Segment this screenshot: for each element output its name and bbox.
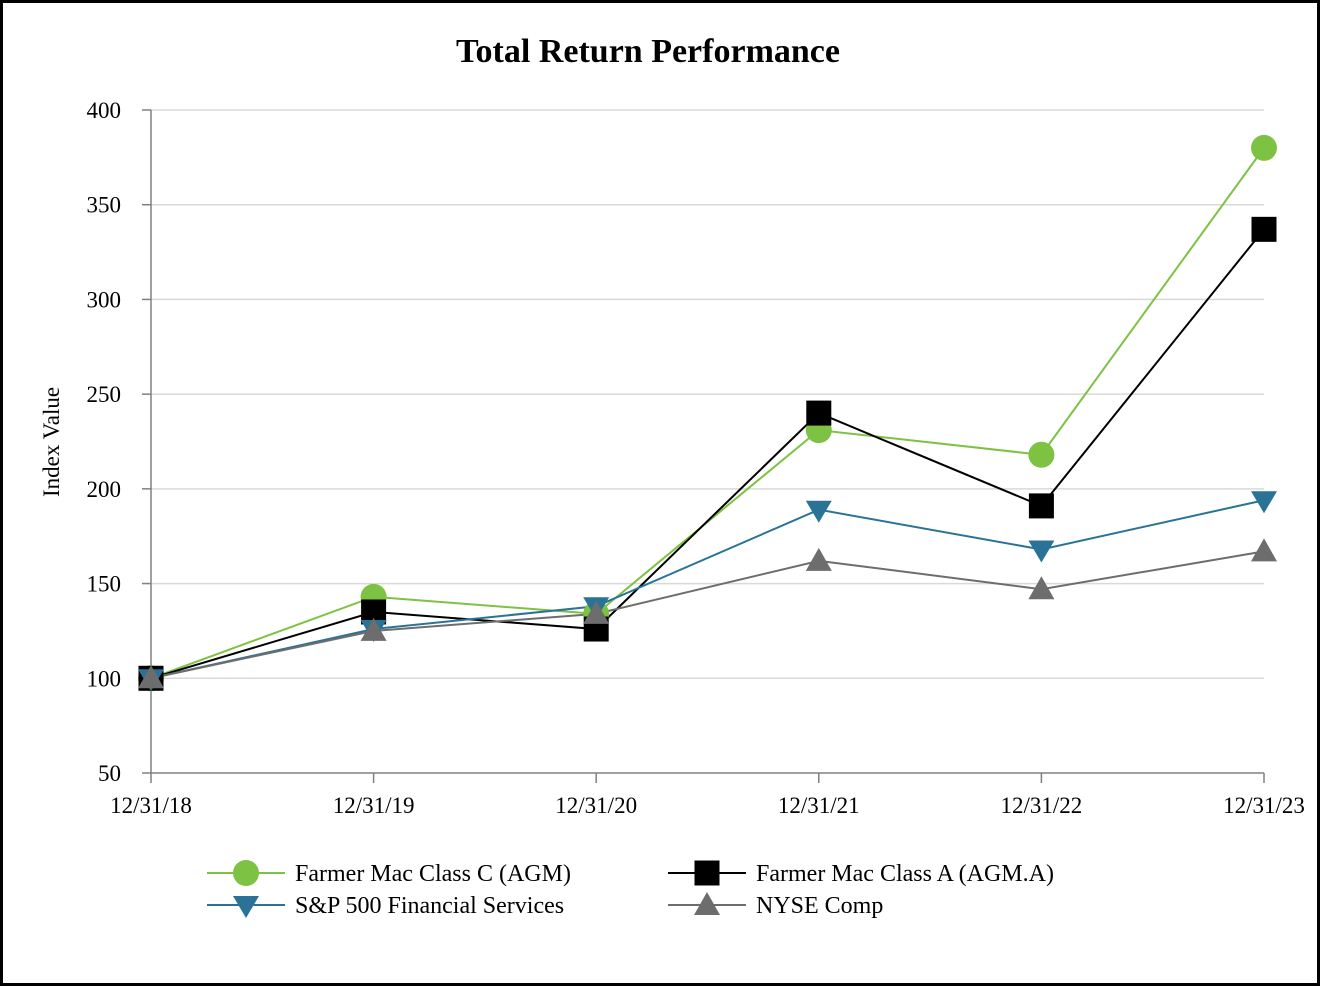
y-tick-label: 400: [87, 98, 122, 123]
x-tick-label: 12/31/21: [778, 793, 860, 818]
legend-item: NYSE Comp: [668, 892, 883, 919]
chart-title: Total Return Performance: [456, 33, 840, 70]
series-3-point: [805, 500, 832, 523]
x-tick-label: 12/31/18: [110, 793, 192, 818]
y-tick-label: 350: [87, 193, 122, 218]
y-tick-label: 50: [98, 761, 121, 786]
series-1-point: [1028, 441, 1055, 468]
series-3-point: [1028, 540, 1055, 563]
y-axis-label: Index Value: [39, 387, 64, 497]
series-4-point: [805, 547, 832, 571]
x-tick-label: 12/31/20: [555, 793, 637, 818]
legend-label: S&P 500 Financial Services: [295, 893, 564, 919]
series-4-point: [583, 600, 610, 624]
legend: Farmer Mac Class C (AGM) Farmer Mac Class…: [207, 860, 1054, 919]
y-tick-label: 300: [87, 287, 122, 312]
y-tick-label: 200: [87, 477, 122, 502]
y-tick-label: 250: [87, 382, 122, 407]
legend-marker: [233, 860, 259, 886]
series-line-1: [150, 147, 1265, 680]
legend-marker: [694, 892, 720, 915]
series-4-point: [138, 665, 164, 689]
series-line-4: [150, 550, 1265, 680]
legend-item: Farmer Mac Class A (AGM.A): [668, 860, 1054, 887]
series-4-point: [1028, 576, 1055, 600]
y-tick-label: 100: [87, 666, 122, 691]
series-4-point: [1251, 538, 1277, 562]
series-3-point: [1251, 491, 1277, 514]
x-tick-label: 12/31/22: [1001, 793, 1083, 818]
gridlines: [151, 109, 1264, 680]
legend-label: Farmer Mac Class A (AGM.A): [756, 861, 1054, 887]
series-4-point: [360, 617, 387, 641]
legend-item: S&P 500 Financial Services: [207, 893, 564, 919]
legend-item: Farmer Mac Class C (AGM): [207, 860, 571, 887]
axes: 50 100 150 200 250 300 350 400 12/31/18 12/31/19 1…: [87, 98, 1305, 818]
legend-label: Farmer Mac Class C (AGM): [295, 861, 571, 887]
series-2-point: [1028, 493, 1054, 519]
series-lines: [150, 147, 1265, 680]
x-tick-label: 12/31/19: [333, 793, 415, 818]
series-1-point: [1251, 134, 1277, 161]
series-line-2: [150, 228, 1265, 680]
series-group: [138, 134, 1277, 692]
series-markers: [138, 134, 1277, 692]
y-tick-label: 150: [87, 572, 122, 597]
x-tick-label: 12/31/23: [1223, 793, 1305, 818]
legend-label: NYSE Comp: [756, 893, 883, 919]
series-2-point: [806, 400, 832, 426]
series-line-3: [150, 499, 1265, 680]
legend-marker: [694, 860, 720, 886]
series-2-point: [1251, 216, 1277, 242]
legend-marker: [233, 896, 259, 918]
